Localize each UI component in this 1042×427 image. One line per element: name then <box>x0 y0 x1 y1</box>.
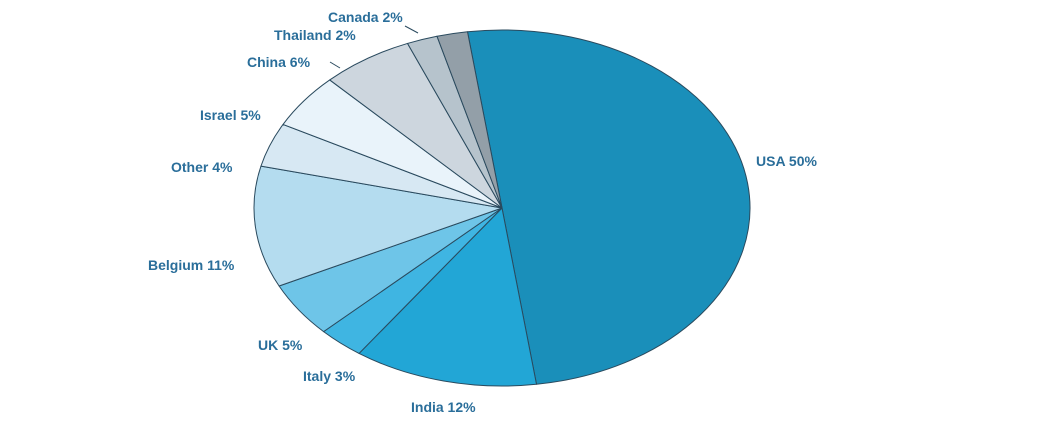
pie-label-canada: Canada 2% <box>328 9 403 25</box>
pie-label-india: India 12% <box>411 399 476 415</box>
pie-labels: USA 50% India 12% Italy 3%UK 5% Belgium 11%… <box>148 9 818 415</box>
leader-line-china <box>329 61 341 69</box>
pie-slices <box>253 29 751 387</box>
pie-slice-usa <box>466 29 751 385</box>
pie-label-usa: USA 50% <box>756 153 818 169</box>
pie-label-belgium: Belgium 11% <box>148 257 235 273</box>
pie-label-thailand: Thailand 2% <box>274 27 356 43</box>
pie-label-israel: Israel 5% <box>200 107 261 123</box>
pie-slice-belgium <box>253 165 503 287</box>
pie-label-other: Other 4% <box>171 159 233 175</box>
pie-label-italy: Italy 3% <box>303 368 356 384</box>
pie-label-china: China 6% <box>247 54 311 70</box>
pie-slice-india <box>358 207 538 387</box>
pie-slice-canada <box>436 31 503 209</box>
pie-leader-lines <box>329 25 419 69</box>
pie-label-uk: UK 5% <box>258 337 303 353</box>
leader-line-canada <box>404 25 419 34</box>
